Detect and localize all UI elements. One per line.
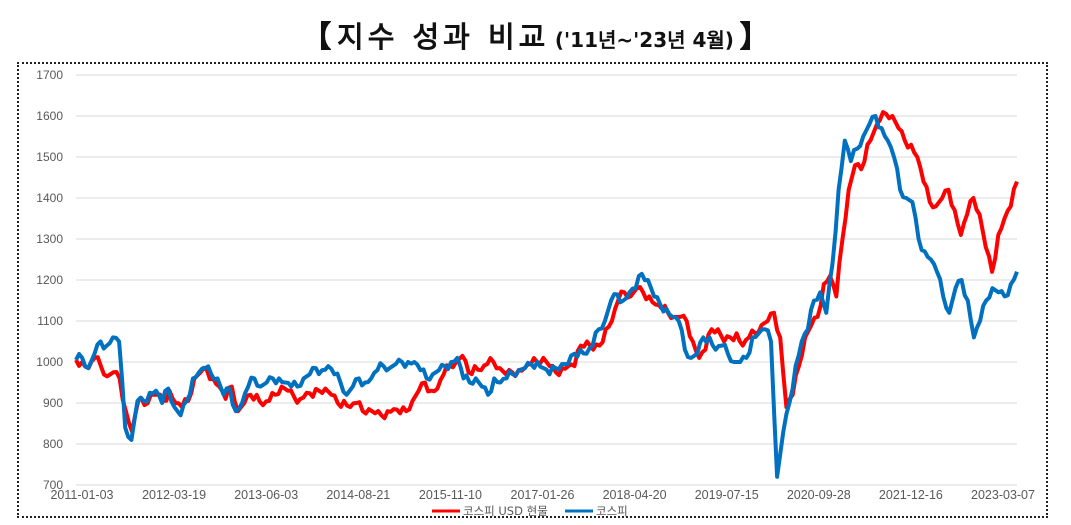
kospi-line <box>74 114 1019 479</box>
y-tick-label: 1700 <box>36 68 63 82</box>
legend: 코스피 USD 현물 코스피 <box>432 504 628 518</box>
x-tick-label: 2018-04-20 <box>603 488 667 502</box>
y-tick-label: 1000 <box>36 355 63 369</box>
kospi-usd-line <box>74 110 1019 434</box>
title-main: 지수 성과 비교 <box>337 20 550 54</box>
y-axis-labels: 700 800 900 1000 1100 1200 1300 1400 1500 1600 170… <box>36 68 63 492</box>
y-tick-label: 1500 <box>36 150 63 164</box>
y-tick-label: 1300 <box>36 232 63 246</box>
y-tick-label: 1400 <box>36 191 63 205</box>
title-bracket-close: 】 <box>739 20 770 55</box>
x-tick-label: 2013-06-03 <box>234 488 298 502</box>
y-tick-label: 900 <box>43 396 63 410</box>
chart-title: 【 지수 성과 비교 ('11년~'23년 4월) 】 <box>0 12 1071 56</box>
y-tick-label: 1600 <box>36 109 63 123</box>
x-tick-label: 2021-12-16 <box>879 488 943 502</box>
legend-label: 코스피 USD 현물 <box>463 504 548 518</box>
x-tick-label: 2011-01-03 <box>50 488 113 502</box>
y-tick-label: 800 <box>43 437 63 451</box>
y-tick-label: 700 <box>43 478 63 492</box>
chart-frame <box>17 62 1048 518</box>
title-period: ('11년~'23년 4월) <box>554 28 734 52</box>
legend-label: 코스피 <box>596 504 628 518</box>
x-tick-label: 2023-03-07 <box>971 488 1035 502</box>
x-axis-labels: 2011-01-03 2012-03-19 2013-06-03 2014-08-21… <box>50 488 1035 502</box>
x-tick-label: 2019-07-15 <box>695 488 759 502</box>
x-tick-label: 2017-01-26 <box>511 488 575 502</box>
x-tick-label: 2020-09-28 <box>787 488 851 502</box>
title-bracket-open: 【 <box>301 20 332 55</box>
x-tick-label: 2012-03-19 <box>142 488 206 502</box>
x-tick-label: 2015-11-10 <box>419 488 482 502</box>
y-tick-label: 1200 <box>36 273 63 287</box>
series-lines <box>74 110 1019 479</box>
x-tick-label: 2014-08-21 <box>326 488 390 502</box>
y-tick-label: 1100 <box>37 314 63 328</box>
gridlines <box>76 74 1017 486</box>
